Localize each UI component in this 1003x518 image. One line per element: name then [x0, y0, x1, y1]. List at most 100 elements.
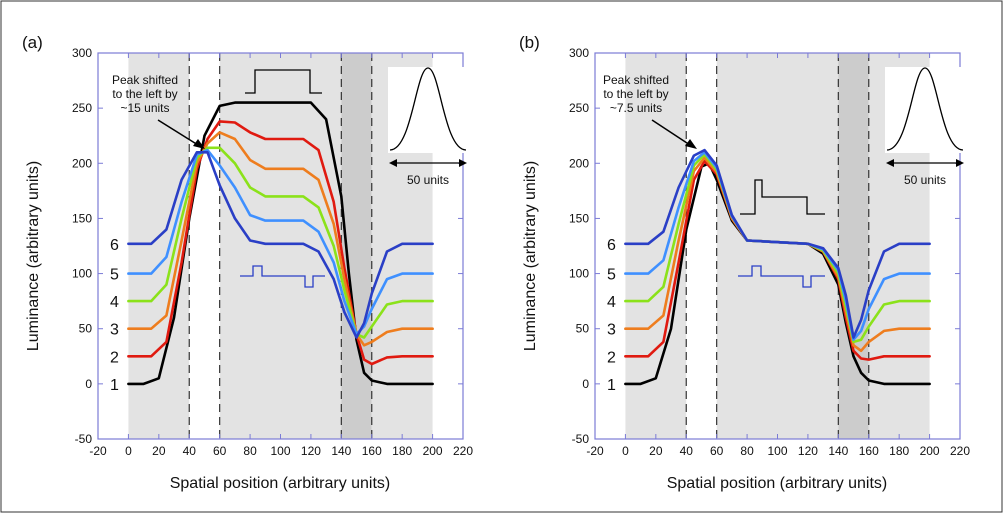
y-tick-label: -50 [75, 432, 93, 446]
annotation-line-2: to the left by [603, 87, 668, 101]
y-tick-label: -50 [572, 432, 590, 446]
inset-arrowhead-left [389, 159, 397, 167]
plot-area: -50 0 50 100 150 200 250 300 -20 0 20 40 60 80 100 120 1… [569, 46, 970, 458]
x-tick-label: 200 [423, 444, 443, 458]
series-line-6 [127, 151, 434, 339]
inset-arrowhead-left [886, 159, 894, 167]
annotation-line-2: to the left by [112, 87, 177, 101]
x-tick-label: 160 [859, 444, 879, 458]
panel-a: (a) -50 0 50 100 150 200 250 300 -20 0 20 40 60 80 100… [22, 33, 473, 492]
x-tick-label: 60 [213, 444, 227, 458]
y-tick-label: 0 [85, 377, 92, 391]
series-line-2 [127, 120, 434, 366]
y-tick-label: 200 [569, 156, 589, 170]
series-line-4 [127, 146, 434, 339]
x-tick-label: 80 [243, 444, 257, 458]
x-tick-label: 20 [152, 444, 166, 458]
inset-arrowhead-right [459, 159, 467, 167]
x-tick-label: 100 [270, 444, 290, 458]
panel-b: (b) -50 0 50 100 150 200 250 300 -20 0 20 40 60 80 100… [519, 33, 970, 492]
inset: 50 units [885, 67, 965, 187]
x-tick-label: 180 [392, 444, 412, 458]
x-axis-label: Spatial position (arbitrary units) [667, 475, 888, 492]
x-tick-label: 180 [889, 444, 909, 458]
y-tick-label: 50 [576, 322, 590, 336]
black-waveform-glyph [245, 69, 322, 94]
x-tick-label: 160 [362, 444, 382, 458]
curve-label-4: 4 [607, 294, 616, 311]
shaded-region [838, 53, 869, 439]
annotation-line-3: ~15 units [120, 101, 169, 115]
x-tick-label: 140 [331, 444, 351, 458]
annotation-arrowhead [193, 139, 205, 149]
x-tick-label: 140 [828, 444, 848, 458]
y-tick-label: 0 [582, 377, 589, 391]
curve-label-3: 3 [110, 322, 119, 339]
inset-arrowhead-right [956, 159, 964, 167]
curve-label-5: 5 [110, 267, 119, 284]
x-tick-label: 40 [183, 444, 197, 458]
y-tick-label: 150 [569, 211, 589, 225]
y-tick-label: 300 [569, 46, 589, 60]
x-tick-label: 20 [649, 444, 663, 458]
blue-waveform-glyph [240, 265, 325, 288]
annotation-line-1: Peak shifted [603, 73, 669, 87]
y-axis-label: Luminance (arbitrary units) [25, 161, 42, 351]
curve-label-1: 1 [110, 377, 119, 394]
x-tick-label: 100 [767, 444, 787, 458]
black-waveform-glyph [740, 179, 825, 215]
y-axis-label: Luminance (arbitrary units) [522, 161, 539, 351]
inset-label: 50 units [904, 173, 946, 187]
curve-label-4: 4 [110, 294, 119, 311]
curve-label-6: 6 [110, 237, 119, 254]
inset-box [885, 67, 965, 153]
curve-label-3: 3 [607, 322, 616, 339]
y-tick-label: 250 [569, 101, 589, 115]
annotation-line-1: Peak shifted [112, 73, 178, 87]
panel-label: (b) [519, 33, 540, 52]
series-line-3 [127, 131, 434, 347]
y-tick-label: 100 [72, 267, 92, 281]
annotation-arrow [651, 119, 691, 146]
x-tick-label: 0 [125, 444, 132, 458]
series-line-1 [127, 101, 434, 386]
inset: 50 units [388, 67, 468, 187]
x-tick-label: 120 [301, 444, 321, 458]
annotation-arrow [157, 119, 199, 146]
x-tick-label: 80 [740, 444, 754, 458]
inset-gaussian [389, 67, 467, 151]
curve-label-2: 2 [607, 349, 616, 366]
y-tick-label: 250 [72, 101, 92, 115]
x-tick-label: -20 [89, 444, 107, 458]
y-tick-label: 100 [569, 267, 589, 281]
inset-gaussian [886, 67, 964, 151]
inset-label: 50 units [407, 173, 449, 187]
series-line-6 [624, 148, 931, 339]
blue-waveform-glyph [738, 265, 825, 288]
x-tick-label: 220 [950, 444, 970, 458]
x-tick-label: -20 [586, 444, 604, 458]
annotation: Peak shifted to the left by ~15 units [112, 73, 205, 149]
x-tick-label: 60 [710, 444, 724, 458]
x-tick-label: 200 [920, 444, 940, 458]
x-tick-label: 120 [798, 444, 818, 458]
panel-label: (a) [22, 33, 43, 52]
annotation: Peak shifted to the left by ~7.5 units [603, 73, 697, 149]
curve-label-6: 6 [607, 237, 616, 254]
y-tick-label: 150 [72, 211, 92, 225]
x-axis-label: Spatial position (arbitrary units) [170, 475, 391, 492]
x-tick-label: 40 [680, 444, 694, 458]
curve-label-1: 1 [607, 377, 616, 394]
y-tick-label: 200 [72, 156, 92, 170]
curve-label-2: 2 [110, 349, 119, 366]
y-tick-label: 300 [72, 46, 92, 60]
annotation-arrowhead [685, 139, 697, 149]
plot-area: -50 0 50 100 150 200 250 300 -20 0 20 40 60 80 100 120 1… [72, 46, 473, 458]
inset-box [388, 67, 468, 153]
x-tick-label: 0 [622, 444, 629, 458]
curve-label-5: 5 [607, 267, 616, 284]
annotation-line-3: ~7.5 units [610, 101, 662, 115]
series-line-5 [127, 148, 434, 336]
